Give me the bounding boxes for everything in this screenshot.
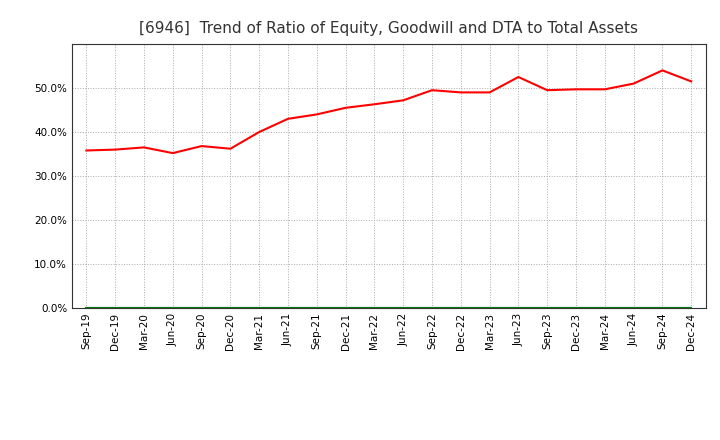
- Goodwill: [226, 305, 235, 311]
- Equity: [370, 102, 379, 107]
- Deferred Tax Assets: [658, 305, 667, 311]
- Line: Equity: Equity: [86, 70, 691, 153]
- Goodwill: [572, 305, 580, 311]
- Deferred Tax Assets: [399, 305, 408, 311]
- Deferred Tax Assets: [226, 305, 235, 311]
- Equity: [168, 150, 177, 156]
- Deferred Tax Assets: [197, 305, 206, 311]
- Goodwill: [140, 305, 148, 311]
- Equity: [572, 87, 580, 92]
- Goodwill: [255, 305, 264, 311]
- Goodwill: [428, 305, 436, 311]
- Equity: [658, 68, 667, 73]
- Deferred Tax Assets: [341, 305, 350, 311]
- Goodwill: [341, 305, 350, 311]
- Goodwill: [82, 305, 91, 311]
- Deferred Tax Assets: [370, 305, 379, 311]
- Goodwill: [543, 305, 552, 311]
- Deferred Tax Assets: [543, 305, 552, 311]
- Equity: [629, 81, 638, 86]
- Deferred Tax Assets: [485, 305, 494, 311]
- Equity: [226, 146, 235, 151]
- Goodwill: [370, 305, 379, 311]
- Equity: [284, 116, 292, 121]
- Equity: [140, 145, 148, 150]
- Goodwill: [197, 305, 206, 311]
- Goodwill: [284, 305, 292, 311]
- Equity: [341, 105, 350, 110]
- Equity: [82, 148, 91, 153]
- Equity: [514, 74, 523, 80]
- Equity: [600, 87, 609, 92]
- Equity: [111, 147, 120, 152]
- Deferred Tax Assets: [428, 305, 436, 311]
- Goodwill: [111, 305, 120, 311]
- Goodwill: [168, 305, 177, 311]
- Deferred Tax Assets: [629, 305, 638, 311]
- Equity: [255, 129, 264, 135]
- Deferred Tax Assets: [572, 305, 580, 311]
- Goodwill: [312, 305, 321, 311]
- Deferred Tax Assets: [168, 305, 177, 311]
- Deferred Tax Assets: [514, 305, 523, 311]
- Equity: [543, 88, 552, 93]
- Equity: [485, 90, 494, 95]
- Deferred Tax Assets: [284, 305, 292, 311]
- Deferred Tax Assets: [140, 305, 148, 311]
- Goodwill: [658, 305, 667, 311]
- Goodwill: [687, 305, 696, 311]
- Deferred Tax Assets: [456, 305, 465, 311]
- Deferred Tax Assets: [600, 305, 609, 311]
- Equity: [428, 88, 436, 93]
- Equity: [312, 112, 321, 117]
- Goodwill: [485, 305, 494, 311]
- Goodwill: [456, 305, 465, 311]
- Equity: [399, 98, 408, 103]
- Deferred Tax Assets: [111, 305, 120, 311]
- Equity: [687, 79, 696, 84]
- Equity: [456, 90, 465, 95]
- Goodwill: [514, 305, 523, 311]
- Equity: [197, 143, 206, 149]
- Goodwill: [629, 305, 638, 311]
- Deferred Tax Assets: [687, 305, 696, 311]
- Deferred Tax Assets: [312, 305, 321, 311]
- Goodwill: [600, 305, 609, 311]
- Deferred Tax Assets: [255, 305, 264, 311]
- Title: [6946]  Trend of Ratio of Equity, Goodwill and DTA to Total Assets: [6946] Trend of Ratio of Equity, Goodwil…: [139, 21, 639, 36]
- Deferred Tax Assets: [82, 305, 91, 311]
- Goodwill: [399, 305, 408, 311]
